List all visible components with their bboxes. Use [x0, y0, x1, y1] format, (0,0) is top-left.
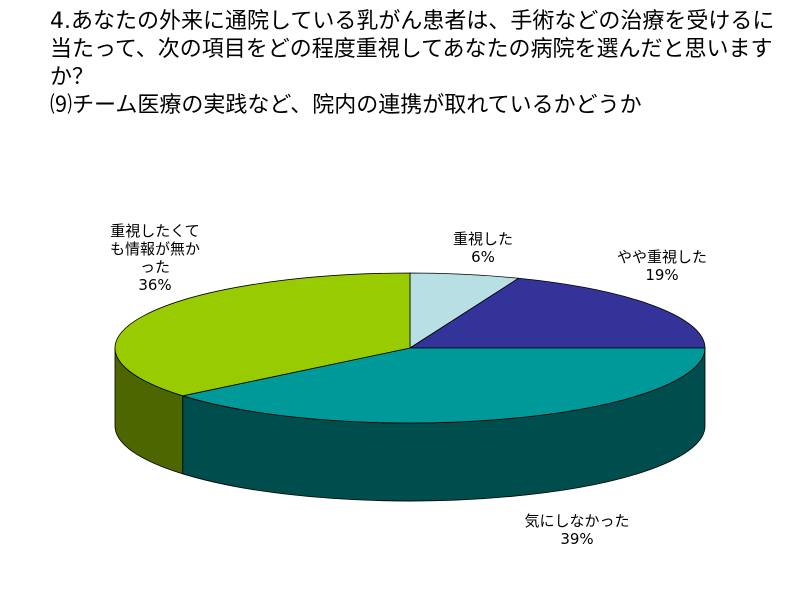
label-value: 39%	[560, 530, 594, 548]
data-label: 重視した 6%	[443, 230, 523, 266]
label-value: 6%	[471, 248, 495, 266]
label-category: やや重視した	[616, 248, 707, 266]
label-category: 重視したくても情報が無かった	[109, 222, 200, 276]
data-label: 気にしなかった 39%	[522, 512, 632, 548]
chart-title: 4.あなたの外来に通院している乳がん患者は、手術などの治療を受けるに当たって、次…	[50, 8, 790, 120]
data-label: やや重視した 19%	[597, 248, 727, 284]
pie-slice	[182, 347, 706, 424]
label-category: 気にしなかった	[524, 512, 630, 530]
label-value: 36%	[138, 276, 172, 294]
label-value: 19%	[645, 266, 679, 284]
pie-slice	[114, 272, 411, 397]
pie-slice	[408, 277, 706, 349]
title-line: 4.あなたの外来に通院している乳がん患者は、手術などの治療を受けるに当たって、次…	[50, 9, 775, 90]
data-label: 重視したくても情報が無かった 36%	[105, 222, 205, 294]
subtitle: ⑼チーム医療の実践など、院内の連携が取れているかどうか	[50, 93, 642, 118]
label-category: 重視した	[452, 230, 513, 248]
